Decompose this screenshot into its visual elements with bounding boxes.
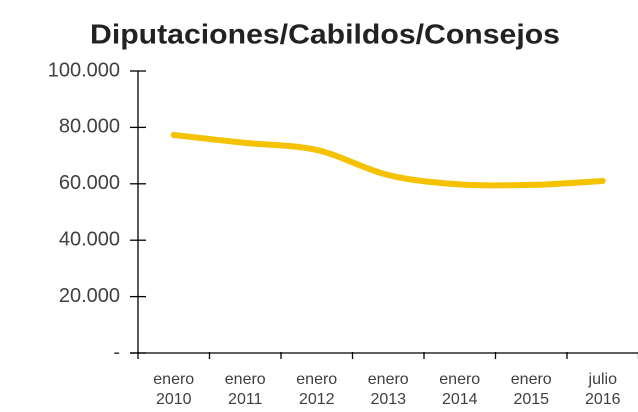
y-tick-label: - [113, 341, 120, 363]
x-tick-label: julio [588, 371, 618, 388]
x-tick-label: enero [296, 371, 337, 388]
x-tick-label: 2010 [156, 391, 192, 408]
x-tick-label: 2014 [442, 391, 478, 408]
line [170, 132, 606, 189]
y-tick-label: 100.000 [48, 59, 120, 81]
y-tick-label: 80.000 [59, 116, 120, 138]
chart-title: Diputaciones/Cabildos/Consejos [90, 18, 560, 49]
x-tick-label: 2011 [228, 391, 263, 408]
x-tick-label: 2012 [299, 391, 335, 408]
x-tick-label: enero [511, 371, 552, 388]
y-tick-label: 60.000 [59, 172, 120, 194]
x-tick-label: 2015 [513, 391, 549, 408]
x-tick-label: enero [439, 371, 480, 388]
x-tick-label: enero [225, 371, 266, 388]
x-tick-label: 2013 [370, 391, 406, 408]
x-tick-label: enero [153, 371, 194, 388]
x-tick-label: enero [368, 371, 409, 388]
y-tick-label: 40.000 [59, 228, 120, 250]
y-tick-label: 20.000 [59, 285, 120, 307]
x-tick-label: 2016 [585, 391, 621, 408]
